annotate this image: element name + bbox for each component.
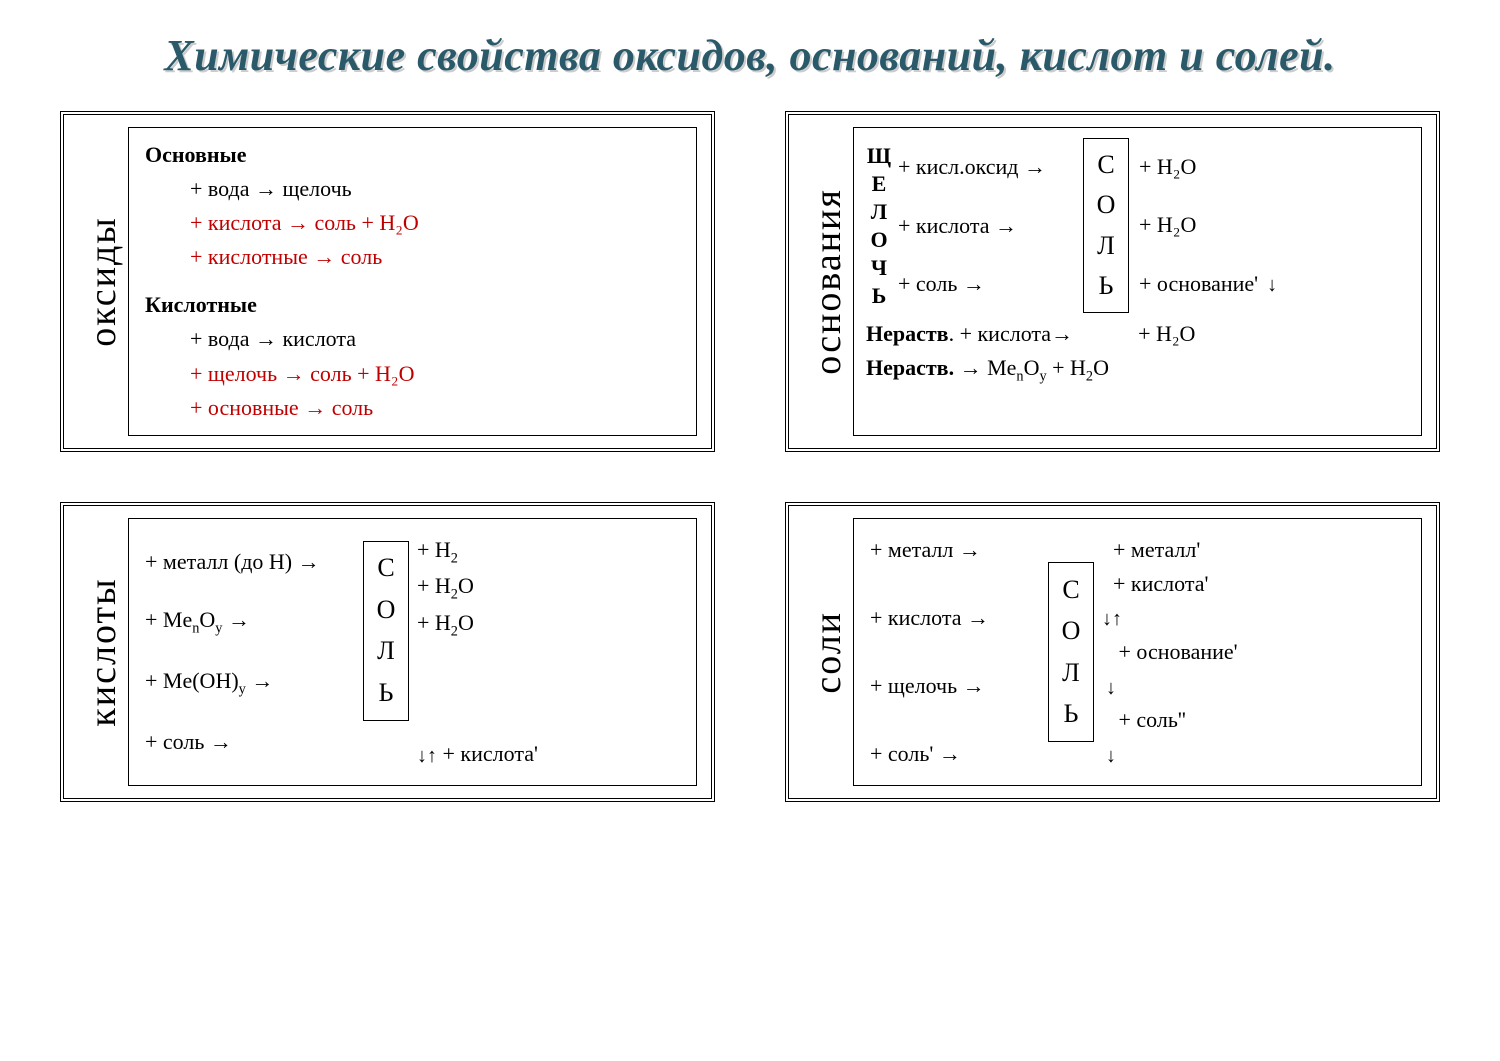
panel-acids: кислоты + металл (до Н) → + MenOy → + Me… <box>60 502 715 803</box>
ssl-2: Л <box>1062 653 1080 693</box>
acids-right-col: + H2 + H2O + H2O ↓↑ + кислота' <box>417 533 680 772</box>
bases-nerast-1: Нераств. + кислота→ + H₂O <box>866 317 1409 351</box>
oxides-basic-header: Основные <box>145 138 680 172</box>
sl-3: Ь <box>1099 266 1114 306</box>
salts-left-2: + щелочь → <box>870 669 1040 703</box>
oxides-basic-1: + вода → щелочь <box>190 172 680 206</box>
ssl-1: О <box>1062 611 1081 651</box>
panels-grid: оксиды Основные + вода → щелочь + кислот… <box>40 111 1460 802</box>
ssl-3: Ь <box>1064 694 1079 734</box>
bases-acronym: Щ Е Л О Ч Ь <box>866 138 892 313</box>
salts-salt-box: С О Л Ь <box>1048 562 1094 742</box>
bases-salt-box: С О Л Ь <box>1083 138 1129 313</box>
down-arrow-icon: ↓ <box>1262 270 1277 301</box>
oxides-acidic-header: Кислотные <box>145 288 680 322</box>
acr-1: Е <box>866 170 892 198</box>
sl-1: О <box>1097 185 1116 225</box>
bases-nerast-2: Нераств. → MenOy + H2O <box>866 351 1409 388</box>
bases-right-1: + H₂O <box>1139 208 1409 242</box>
bases-right-col: + H₂O + H₂O + основание' ↓ <box>1135 138 1409 313</box>
acids-right-1: + H2O <box>417 569 680 606</box>
acr-3: О <box>866 226 892 254</box>
bases-left-1: + кислота → <box>898 209 1077 243</box>
vlabel-acids: кислоты <box>78 518 128 787</box>
sl-2: Л <box>1097 226 1115 266</box>
vlabel-bases: основания <box>803 127 853 436</box>
salts-right-1: + кислота'↓↑ <box>1102 567 1405 635</box>
vlabel-salts: соли <box>803 518 853 787</box>
acids-right-2: + H2O <box>417 606 680 643</box>
inner-salts: + металл → + кислота → + щелочь → + соль… <box>853 518 1422 787</box>
oxides-basic-3: + кислотные → соль <box>190 240 680 274</box>
down-arrow-icon-3: ↓ <box>1102 751 1120 762</box>
updown-arrow-icon-2: ↓↑ <box>1102 614 1120 625</box>
acr-5: Ь <box>866 282 892 310</box>
asl-1: О <box>377 590 396 630</box>
inner-bases: Щ Е Л О Ч Ь + кисл.оксид → + кислота → +… <box>853 127 1422 436</box>
acids-right-0: + H2 <box>417 533 680 570</box>
acids-salt-box: С О Л Ь <box>363 541 409 721</box>
bases-bottom: Нераств. + кислота→ + H₂O Нераств. → Men… <box>866 317 1409 388</box>
acr-4: Ч <box>866 254 892 282</box>
oxides-acidic-3: + основные → соль <box>190 391 680 425</box>
down-arrow-icon-2: ↓ <box>1102 683 1120 694</box>
salts-left-col: + металл → + кислота → + щелочь → + соль… <box>870 533 1040 772</box>
oxides-basic-2: + кислота → соль + H₂O <box>190 206 680 240</box>
acids-left-2: + Me(OH)y → <box>145 664 355 701</box>
acids-right-3: ↓↑ + кислота' <box>417 719 680 771</box>
acids-left-3: + соль → <box>145 725 355 759</box>
salts-left-0: + металл → <box>870 533 1040 567</box>
acids-left-0: + металл (до Н) → <box>145 545 355 579</box>
bases-right-2: + основание' ↓ <box>1139 267 1409 301</box>
bases-left-col: + кисл.оксид → + кислота → + соль → <box>892 138 1077 313</box>
oxides-acidic-2: + щелочь → соль + H₂O <box>190 357 680 391</box>
panel-bases: основания Щ Е Л О Ч Ь + кисл.оксид → + к… <box>785 111 1440 452</box>
panel-salts: соли + металл → + кислота → + щелочь → +… <box>785 502 1440 803</box>
acids-left-col: + металл (до Н) → + MenOy → + Me(OH)y → … <box>145 533 355 772</box>
inner-oxides: Основные + вода → щелочь + кислота → сол… <box>128 127 697 436</box>
salts-right-col: + металл' + кислота'↓↑ + основание'↓ + с… <box>1102 533 1405 772</box>
ssl-0: С <box>1062 570 1079 610</box>
acr-0: Щ <box>866 142 892 170</box>
inner-acids: + металл (до Н) → + MenOy → + Me(OH)y → … <box>128 518 697 787</box>
acr-2: Л <box>866 198 892 226</box>
bases-left-0: + кисл.оксид → <box>898 150 1077 184</box>
salts-right-0: + металл' <box>1102 533 1405 567</box>
asl-0: С <box>377 548 394 588</box>
page-title: Химические свойства оксидов, оснований, … <box>40 30 1460 81</box>
updown-arrow-icon: ↓↑ <box>417 751 437 761</box>
bases-right-0: + H₂O <box>1139 150 1409 184</box>
sl-0: С <box>1097 145 1114 185</box>
salts-left-3: + соль' → <box>870 737 1040 771</box>
asl-2: Л <box>377 631 395 671</box>
panel-oxides: оксиды Основные + вода → щелочь + кислот… <box>60 111 715 452</box>
bases-left-2: + соль → <box>898 267 1077 301</box>
acids-left-1: + MenOy → <box>145 603 355 640</box>
salts-left-1: + кислота → <box>870 601 1040 635</box>
salts-right-3: + соль''↓ <box>1102 703 1405 771</box>
oxides-acidic-1: + вода → кислота <box>190 322 680 356</box>
salts-right-2: + основание'↓ <box>1102 635 1405 703</box>
vlabel-oxides: оксиды <box>78 127 128 436</box>
asl-3: Ь <box>379 673 394 713</box>
